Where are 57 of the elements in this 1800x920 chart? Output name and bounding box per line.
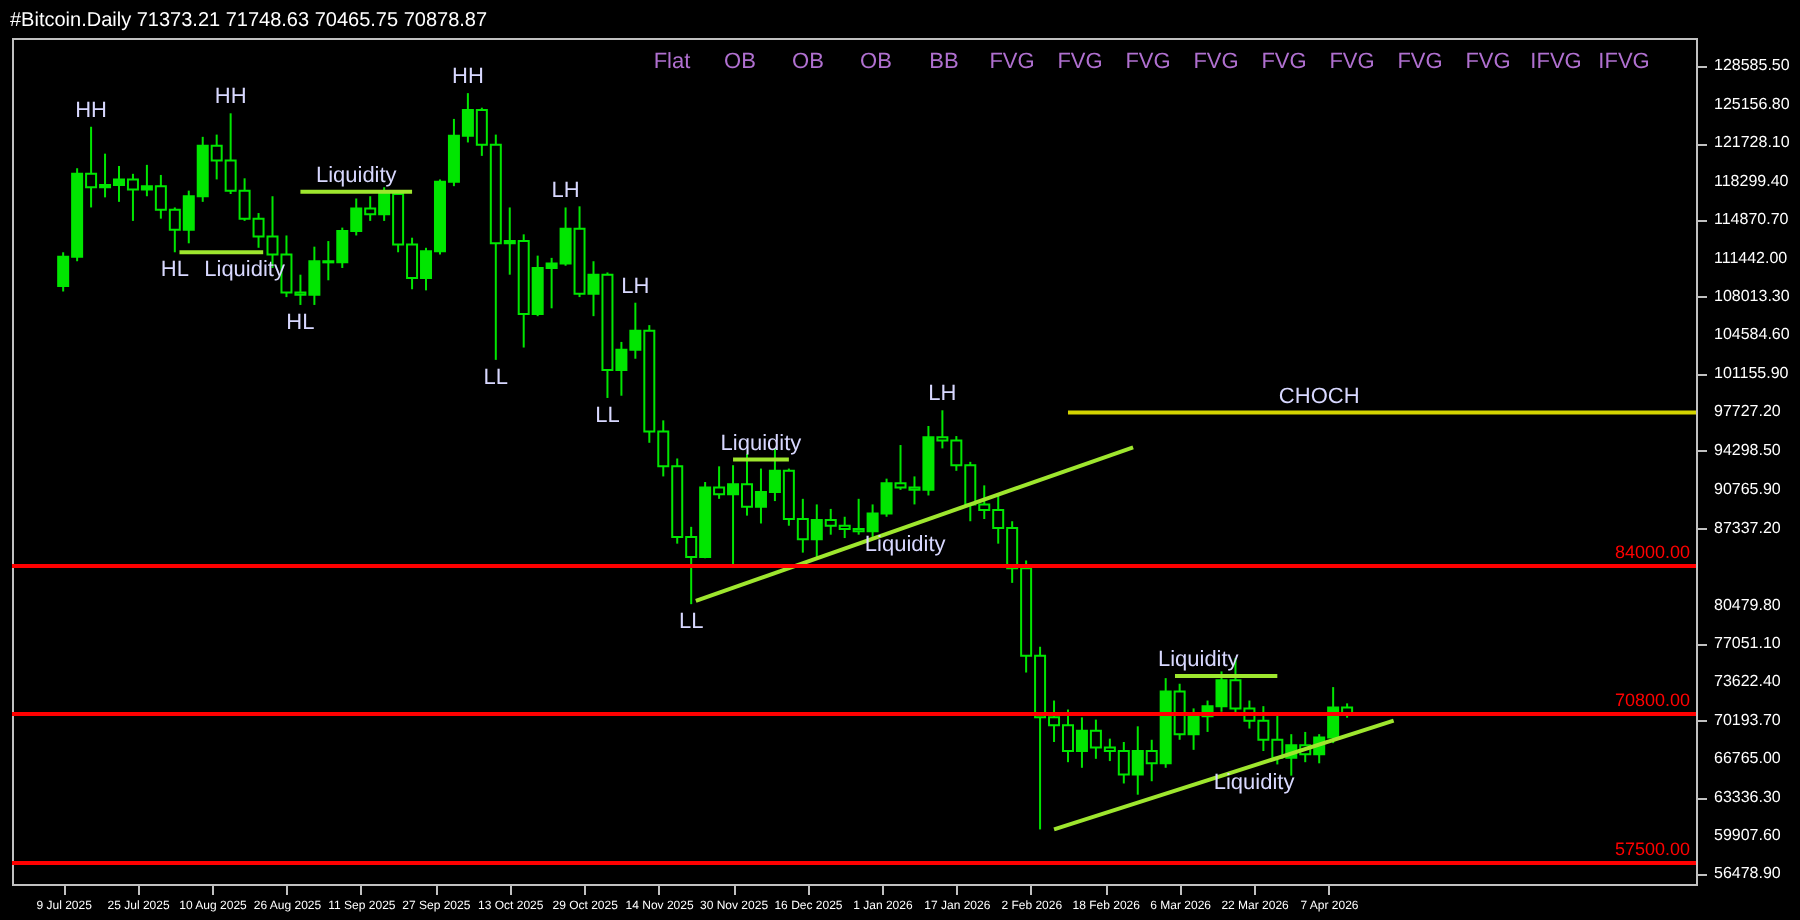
annotation: HH <box>452 65 484 90</box>
y-tick-label: 108013.30 <box>1714 286 1791 305</box>
y-tick-label: 66765.00 <box>1714 749 1782 768</box>
annotation: HH <box>75 98 108 123</box>
annotation: Liquidity <box>1213 771 1296 796</box>
annotation: HH <box>214 85 247 110</box>
ref-line-label: 57500.00 <box>1614 839 1690 860</box>
annotation: HL <box>160 258 189 283</box>
y-tick-label: 121728.10 <box>1714 133 1791 152</box>
ref-line-label: 84000.00 <box>1614 542 1690 563</box>
annotation: Liquidity <box>864 533 947 558</box>
annotation: LL <box>483 365 509 390</box>
annotation: FVG <box>1465 50 1511 74</box>
y-tick-label: 118299.40 <box>1714 171 1790 190</box>
annotation: Liquidity <box>1157 647 1240 672</box>
annotation: FVG <box>1261 50 1307 74</box>
y-tick-label: 90765.90 <box>1714 480 1782 499</box>
annotation: Flat <box>653 50 691 74</box>
annotation: FVG <box>1329 50 1375 74</box>
annotation: LH <box>928 382 957 407</box>
annotation: FVG <box>989 50 1035 74</box>
annotation: HL <box>286 310 315 335</box>
annotation: OB <box>792 50 824 74</box>
annotation: IFVG <box>1598 50 1650 74</box>
annotation: CHOCH <box>1278 384 1360 409</box>
annotation: OB <box>860 50 892 74</box>
y-tick-label: 63336.30 <box>1714 787 1782 806</box>
y-tick-label: 59907.60 <box>1714 826 1782 845</box>
annotation: BB <box>929 50 959 74</box>
annotation: FVG <box>1193 50 1239 74</box>
y-tick-label: 114870.70 <box>1714 210 1790 229</box>
ref-line-label: 70800.00 <box>1614 689 1690 710</box>
annotation: IFVG <box>1530 50 1582 74</box>
annotation: LH <box>621 274 650 299</box>
y-tick-label: 94298.50 <box>1714 440 1782 459</box>
y-tick-label: 101155.90 <box>1714 363 1790 382</box>
chart-title: #Bitcoin.Daily 71373.21 71748.63 70465.75 70878.87 <box>10 10 488 32</box>
annotation: Liquidity <box>720 431 803 456</box>
y-tick-label: 80479.80 <box>1714 595 1782 614</box>
annotation: FVG <box>1125 50 1171 74</box>
annotation: OB <box>724 50 756 74</box>
y-tick-label: 70193.70 <box>1714 710 1782 729</box>
annotation: LH <box>551 179 580 204</box>
y-tick-label: 77051.10 <box>1714 633 1782 652</box>
y-tick-label: 128585.50 <box>1714 56 1791 75</box>
y-tick-label: 73622.40 <box>1714 672 1782 691</box>
annotation: FVG <box>1397 50 1443 74</box>
annotation: LL <box>678 610 704 635</box>
annotation: LL <box>595 403 620 428</box>
y-tick-label: 56478.90 <box>1714 864 1782 883</box>
y-tick-label: 125156.80 <box>1714 94 1791 113</box>
y-tick-label: 104584.60 <box>1714 325 1791 344</box>
y-tick-label: 111442.00 <box>1714 248 1789 267</box>
y-tick-label: 97727.20 <box>1714 402 1782 421</box>
y-tick-label: 87337.20 <box>1714 518 1782 537</box>
annotation: Liquidity <box>315 163 398 188</box>
annotation: FVG <box>1057 50 1103 74</box>
